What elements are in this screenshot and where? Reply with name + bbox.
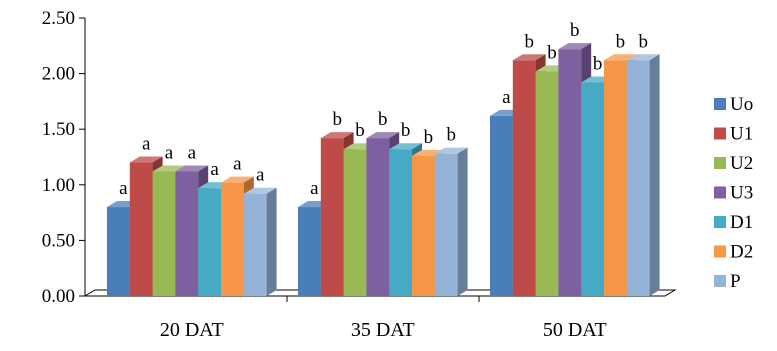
bar-data-label: a [119,178,128,199]
bar [434,147,468,296]
bar-top [243,187,277,194]
bar-data-label: b [616,31,626,52]
legend-item: D1 [714,212,753,233]
y-tick-label: 1.50 [42,119,75,140]
bar-top [221,176,254,183]
bar-data-label: a [256,165,265,186]
bar-data-label: a [233,154,242,175]
bar-data-label: b [524,31,534,52]
chart-bars [107,43,660,297]
y-tick-label: 2.50 [42,8,75,29]
legend-item: P [714,271,741,292]
bar-side [266,187,277,296]
bar-data-label: b [570,20,580,41]
legend-swatch [714,157,726,169]
bar-data-label: b [446,125,456,146]
bar-front [558,49,582,296]
bar-top [389,143,422,150]
bar-data-label: b [332,109,342,130]
bar-front [490,115,513,296]
bar-front [412,155,435,296]
bar-data-label: a [210,159,219,180]
bar-data-label: b [401,120,411,141]
bar-front [243,193,267,296]
bar-front [389,149,412,296]
bar-front [298,207,321,296]
bar-top [512,54,546,61]
bar-front [366,138,390,296]
bar-front [512,60,536,297]
legend-item: U3 [714,183,753,204]
bar-top [129,156,163,163]
bar-top [366,132,400,139]
bar-data-label: a [188,142,197,163]
legend-swatch [714,216,726,228]
bar-data-label: a [310,178,319,199]
bar-front [221,182,244,296]
bar-data-label: b [424,127,434,148]
bar-side [457,147,468,296]
bar-front [175,171,199,296]
legend-label: U1 [730,124,753,145]
legend-label: P [730,271,741,292]
legend-swatch [714,275,726,287]
legend-item: D2 [714,242,753,263]
bar-front [434,153,458,296]
bar-front [152,171,176,296]
bar-data-label: a [142,134,151,155]
legend-item: U2 [714,153,753,174]
bar-front [129,162,153,296]
x-category-label: 20 DAT [160,319,224,341]
bar-data-label: b [547,42,557,63]
y-tick-label: 2.00 [42,64,75,85]
legend-swatch [714,98,726,110]
y-tick-label: 0.50 [42,230,75,251]
chart-floor [83,289,677,297]
bar-data-label: b [378,109,388,130]
legend-item: Uo [714,94,753,115]
bar-top [434,147,468,154]
bar-data-label: b [355,120,365,141]
legend-swatch [714,186,726,199]
bar-front [107,207,130,296]
y-tick-label: 1.00 [42,175,75,196]
legend-label: U2 [730,153,753,174]
legend-label: U3 [730,183,753,204]
y-tick-label: 0.00 [42,286,75,307]
bar-side [649,54,660,297]
legend-swatch [714,245,726,258]
chart-axes: 0.00 0.50 1.00 1.50 2.00 2.50 20 DAT 35 DAT 50 D… [42,8,677,341]
x-category-label: 35 DAT [351,319,415,341]
bar-front [626,60,650,297]
bar-top [320,132,354,139]
bar-data-label: a [502,87,511,108]
legend-item: U1 [714,124,753,145]
bar-front [581,82,604,296]
bar-top [626,54,660,61]
bar-top [604,54,637,61]
bar-front [604,60,627,297]
bar-data-label: b [638,31,648,52]
legend-label: Uo [730,94,753,115]
bar-data-label: b [593,53,603,74]
bar-top [152,165,186,172]
bar-data-label: a [165,142,174,163]
bar [626,54,660,297]
bar-front [535,71,559,296]
legend-swatch [714,127,726,140]
legend-label: D1 [730,212,753,233]
bar-front [343,149,367,296]
legend-label: D2 [730,242,753,263]
x-category-label: 50 DAT [543,319,607,341]
bar-front [198,188,221,296]
bar [243,187,277,296]
bar-top [558,43,592,50]
bar-front [320,138,344,296]
chart-legend: Uo U1 U2 U3 D1 D2 P [714,94,753,292]
bar-top [175,165,209,172]
